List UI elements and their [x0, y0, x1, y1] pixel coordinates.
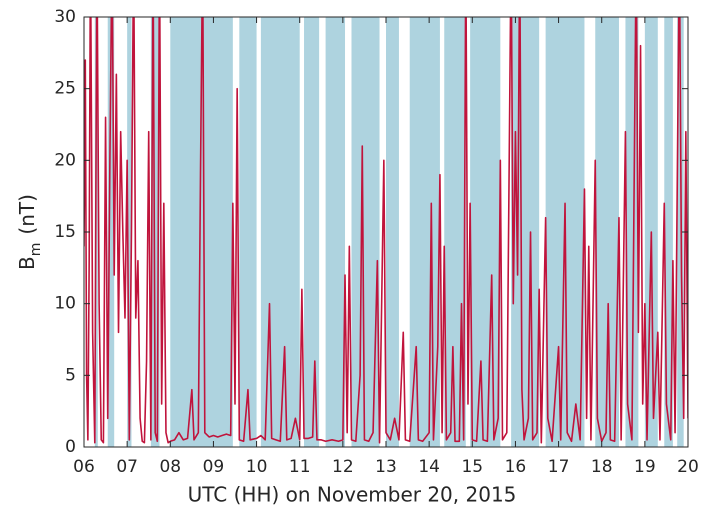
x-tick-label: 09: [203, 457, 225, 477]
x-tick-label: 12: [332, 457, 354, 477]
plot-frame: [83, 16, 689, 448]
line-layer: [84, 17, 688, 444]
x-axis-label: UTC (HH) on November 20, 2015: [188, 483, 517, 507]
shaded-interval: [386, 17, 399, 447]
y-label-sub: m: [28, 243, 44, 257]
x-tick-label: 13: [375, 457, 397, 477]
y-tick-label: 5: [65, 365, 76, 385]
x-tick-label: 16: [505, 457, 527, 477]
y-axis-label: Bm (nT): [15, 194, 45, 270]
shaded-interval: [107, 17, 115, 447]
y-tick-label: 25: [54, 79, 76, 99]
shaded-interval: [664, 17, 673, 447]
x-tick-label: 07: [116, 457, 138, 477]
x-tick-label: 17: [548, 457, 570, 477]
x-tick-label: 10: [246, 457, 268, 477]
shaded-interval: [511, 17, 540, 447]
y-tick-label: 10: [54, 294, 76, 314]
x-tick-label: 15: [461, 457, 483, 477]
shaded-interval: [595, 17, 619, 447]
shaded-interval: [304, 17, 320, 447]
y-tick-label: 30: [54, 7, 76, 27]
y-label-main: B: [15, 256, 39, 270]
shaded-interval: [150, 17, 160, 447]
axes: 0 5 10 15 20 25 30 06 07 08 09 10 11 12 13 14 15 16 17 18 19…: [54, 7, 698, 477]
y-tick-label: 0: [65, 437, 76, 457]
x-tick-label: 08: [159, 457, 181, 477]
shaded-interval: [351, 17, 380, 447]
y-tick-label: 15: [54, 222, 76, 242]
x-tick-label: 18: [591, 457, 613, 477]
shaded-interval: [470, 17, 501, 447]
shaded-interval: [325, 17, 346, 447]
y-label-unit: (nT): [15, 194, 39, 235]
x-tick-label: 14: [418, 457, 440, 477]
x-tick-label: 20: [677, 457, 699, 477]
shaded-interval: [239, 17, 257, 447]
shaded-bands: [94, 17, 684, 447]
x-tick-label: 19: [634, 457, 656, 477]
x-tick-label: 11: [289, 457, 311, 477]
y-tick-label: 20: [54, 150, 76, 170]
x-tick-label: 06: [73, 457, 95, 477]
shaded-interval: [127, 17, 132, 447]
data-line: [84, 17, 688, 444]
